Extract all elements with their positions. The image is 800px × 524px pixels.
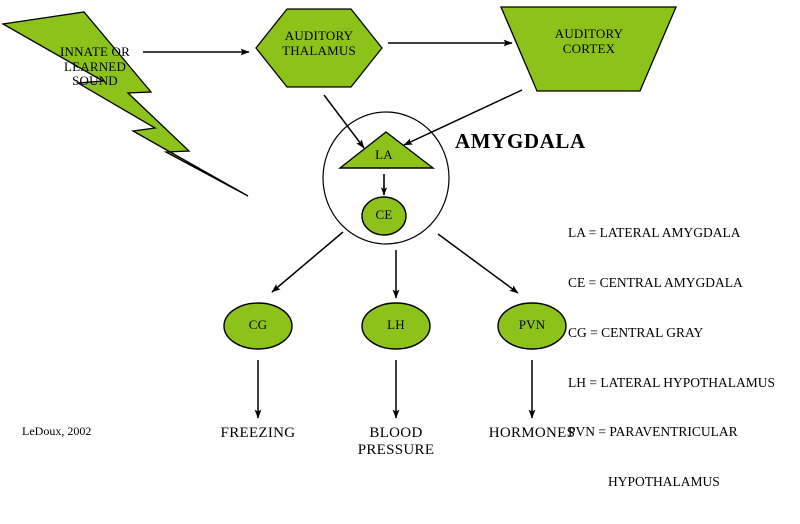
node-label-ce: CE [375, 207, 393, 222]
node-label-cortex: AUDITORY CORTEX [554, 26, 624, 56]
diagram-vector-layer [1, 6, 677, 419]
output-label-blood-pressure: BLOOD PRESSURE [357, 425, 435, 458]
legend-item-pvn: PVN = PARAVENTRICULAR [568, 424, 738, 440]
output-label-hormones: HORMONES [488, 425, 576, 441]
legend-item-ce: CE = CENTRAL AMYGDALA [568, 274, 743, 290]
node-shape-cortex [500, 6, 677, 92]
node-shape-pvn [497, 302, 567, 350]
diagram-canvas: INNATE OR LEARNED SOUND AUDITORY THALAMU… [1, 6, 775, 489]
node-label-cg: CG [248, 317, 268, 332]
amygdala-group-title: AMYGDALA [455, 129, 586, 153]
node-shape-lh [361, 302, 431, 350]
legend: LA = LATERAL AMYGDALA CE = CENTRAL AMYGD… [568, 192, 775, 524]
output-label-freezing: FREEZING [220, 425, 296, 441]
node-shape-thalamus [255, 8, 383, 88]
node-shape-cg [223, 302, 293, 350]
legend-item-la: LA = LATERAL AMYGDALA [568, 225, 741, 241]
node-label-thalamus: AUDITORY THALAMUS [282, 28, 356, 58]
legend-item-cg: CG = CENTRAL GRAY [568, 324, 704, 340]
edge-amygdala-to-cg [271, 231, 344, 293]
legend-item-lh: LH = LATERAL HYPOTHALAMUS [568, 374, 775, 390]
node-shape-sound [1, 11, 249, 197]
edge-amygdala-to-pvn [437, 233, 519, 294]
edge-thalamus-to-la [323, 94, 365, 149]
node-label-pvn: PVN [518, 317, 546, 332]
node-shape-ce [361, 196, 407, 236]
node-shape-amygdala-circle [322, 111, 450, 245]
node-label-lh: LH [387, 317, 405, 332]
credit-attribution: LeDoux, 2002 [22, 424, 92, 438]
legend-item-pvn-cont: HYPOTHALAMUS [608, 474, 720, 490]
edge-cortex-to-la [403, 89, 523, 146]
node-label-la: LA [375, 147, 393, 162]
node-label-sound: INNATE OR LEARNED SOUND [59, 44, 131, 89]
node-shape-la [337, 131, 436, 169]
